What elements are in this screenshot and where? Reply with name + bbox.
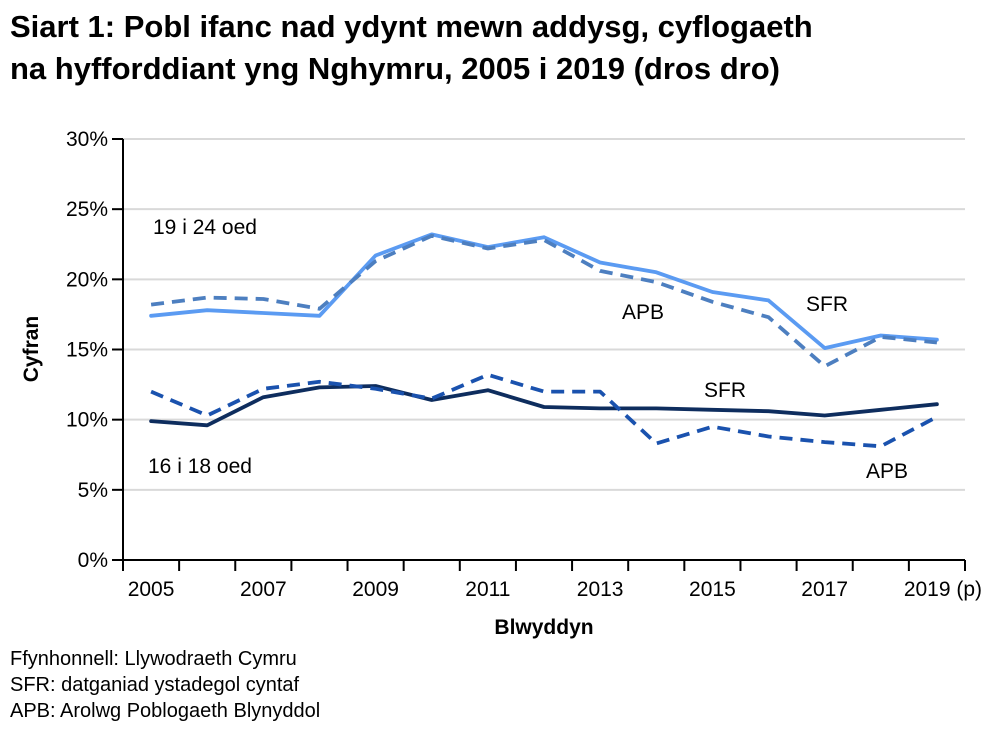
y-tick-label-15: 15% — [66, 339, 108, 362]
x-tick-label-2013: 2013 — [577, 578, 624, 601]
x-tick-label-2007: 2007 — [240, 578, 287, 601]
y-tick-label-5: 5% — [78, 479, 108, 502]
annotation-apb-label-16-18: APB — [866, 460, 908, 483]
x-tick-label-2005: 2005 — [128, 578, 175, 601]
y-tick-label-20: 20% — [66, 268, 108, 291]
annotation-apb-label-19-24: APB — [622, 301, 664, 324]
y-tick-label-25: 25% — [66, 198, 108, 221]
x-tick-label-2017: 2017 — [801, 578, 848, 601]
source-note: Ffynhonnell: Llywodraeth Cymru — [10, 648, 297, 670]
series-line-apb-19-24 — [150, 233, 938, 369]
chart-title-line1: Siart 1: Pobl ifanc nad ydynt mewn addys… — [10, 9, 813, 44]
series-line-sfr-19-24 — [149, 232, 939, 351]
x-tick-label-2009: 2009 — [352, 578, 399, 601]
y-tick-label-10: 10% — [66, 409, 108, 432]
annotation-sfr-label-19-24: SFR — [806, 293, 848, 316]
y-tick-label-30: 30% — [66, 128, 108, 151]
sfr-definition: SFR: datganiad ystadegol cyntaf — [10, 674, 300, 696]
chart-title: Siart 1: Pobl ifanc nad ydynt mewn addys… — [10, 6, 813, 90]
x-axis-title: Blwyddyn — [494, 616, 593, 639]
annotation-group-label-19-24: 19 i 24 oed — [153, 216, 257, 239]
x-tick-label-2019: 2019 (p) — [904, 578, 982, 601]
apb-definition: APB: Arolwg Poblogaeth Blynyddol — [10, 700, 321, 722]
annotation-sfr-label-16-18: SFR — [704, 379, 746, 402]
chart-title-line2: na hyfforddiant yng Nghymru, 2005 i 2019… — [10, 51, 780, 86]
y-tick-label-0: 0% — [78, 549, 108, 572]
y-axis-title: Cyfran — [20, 316, 43, 383]
x-tick-label-2015: 2015 — [689, 578, 736, 601]
series-line-sfr-16-18 — [149, 384, 939, 428]
series-line-apb-16-18 — [150, 372, 938, 449]
annotation-group-label-16-18: 16 i 18 oed — [148, 455, 252, 478]
x-tick-label-2011: 2011 — [465, 578, 510, 601]
